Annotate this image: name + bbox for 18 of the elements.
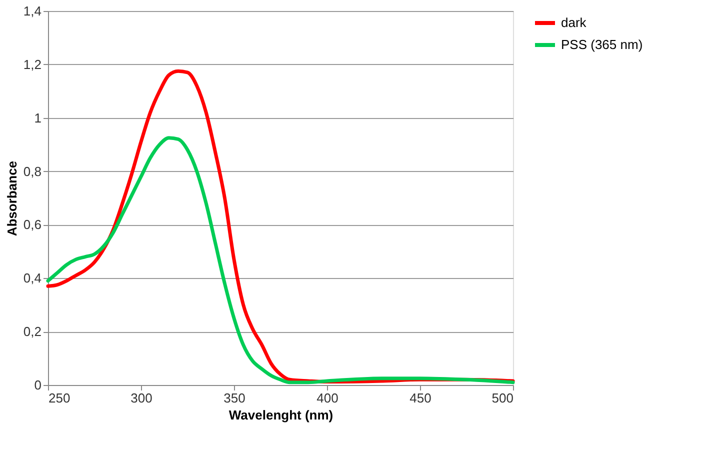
y-tick-label: 1 [34,110,42,126]
y-tick-label: 1,4 [23,4,42,18]
y-tick-label: 1,2 [23,56,42,72]
x-tick-label: 400 [316,390,338,406]
y-tick-label: 0,4 [23,270,42,286]
x-tick-label: 350 [224,390,246,406]
x-tick-label: 250 [48,390,70,406]
y-tick-label: 0,2 [23,324,42,340]
legend-label: dark [561,15,587,30]
legend-label: PSS (365 nm) [561,37,643,52]
x-tick-label: 500 [492,390,514,406]
x-tick-label: 300 [130,390,152,406]
y-tick-label: 0,8 [23,164,42,179]
y-tick-label: 0,6 [23,217,42,232]
x-axis-title: Wavelenght (nm) [228,408,334,422]
y-tick-label: 0 [34,378,42,392]
x-tick-label: 450 [410,390,432,406]
y-axis-title: Absorbance [4,160,20,236]
